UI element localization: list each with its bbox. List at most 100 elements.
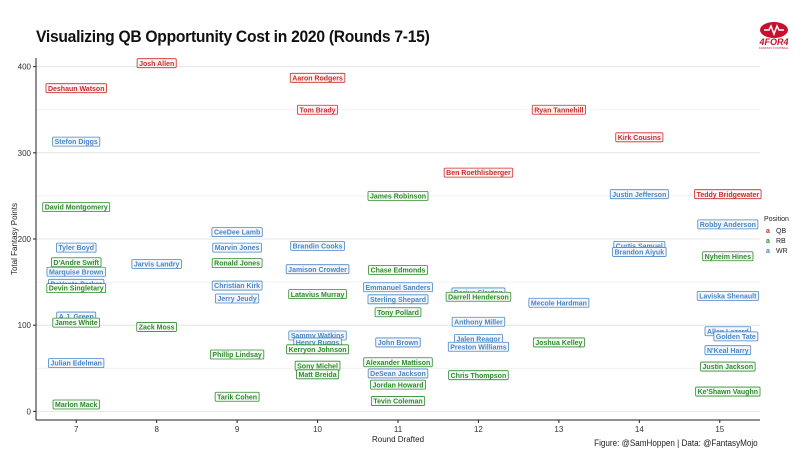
point-label-box	[297, 104, 338, 115]
data-label-rb: James White	[52, 317, 101, 328]
point-label-text: Anthony Miller	[454, 319, 503, 326]
x-tick-label: 14	[635, 425, 644, 434]
axes: 0 100 200 300 400 7 8 9 10 11 12 13 14 15 Round Drafte…	[10, 58, 760, 444]
point-label-box	[211, 258, 263, 269]
point-label-box	[695, 386, 761, 397]
data-label-rb: Matt Breida	[296, 369, 340, 380]
point-label-box	[52, 136, 101, 147]
data-label-wr: Marquise Brown	[46, 266, 106, 277]
point-label-text: D'Andre Swift	[53, 260, 99, 267]
point-label-box	[367, 191, 429, 201]
point-label-box	[46, 283, 107, 294]
point-label-text: Jerry Jeudy	[217, 296, 256, 303]
x-tick-label: 12	[474, 425, 483, 434]
point-label-text: Brandin Cooks	[293, 243, 343, 250]
legend-label: WR	[776, 247, 788, 255]
point-label-box	[612, 247, 667, 257]
legend-items: a QB a RB a WR	[764, 226, 789, 256]
data-label-rb: Joshua Kelley	[532, 337, 585, 348]
point-label-text: Kerryon Johnson	[289, 347, 347, 354]
data-label-rb: Kerryon Johnson	[286, 344, 349, 355]
y-axis-title: Total Fantasy Points	[10, 203, 19, 275]
point-label-box	[447, 341, 510, 352]
point-label-box	[288, 289, 347, 300]
point-label-text: Jordan Howard	[373, 382, 424, 389]
data-label-rb: Latavius Murray	[288, 289, 347, 300]
point-label-text: N'Keal Harry	[707, 348, 749, 355]
data-label-wr: Stefon Diggs	[52, 136, 101, 147]
legend-item-wr: a WR	[764, 246, 789, 256]
point-label-text: Joshua Kelley	[535, 340, 582, 347]
point-label-box	[697, 219, 759, 230]
x-tick-label: 11	[394, 425, 403, 434]
point-label-text: David Montgomery	[45, 205, 108, 212]
point-label-box	[445, 291, 512, 302]
point-label-box	[42, 202, 111, 213]
data-label-wr: CeeDee Lamb	[211, 227, 263, 238]
point-label-box	[286, 344, 349, 355]
point-label-box	[285, 264, 350, 275]
data-label-wr: Mecole Hardman	[528, 297, 590, 308]
point-label-text: Curtis Samuel	[616, 243, 663, 250]
point-label-box	[290, 240, 345, 251]
point-label-text: Brandon Aiyuk	[615, 250, 665, 257]
point-label-box	[700, 361, 756, 372]
x-tick-label: 8	[154, 425, 159, 434]
legend-key-icon: a	[766, 247, 770, 255]
point-label-box	[609, 189, 669, 200]
point-label-text: Darrell Henderson	[448, 294, 509, 301]
data-label-rb: D'Andre Swift	[51, 257, 102, 268]
point-label-text: Teddy Bridgewater	[697, 192, 760, 199]
point-label-box	[370, 379, 426, 390]
data-label-rb: Tevin Coleman	[370, 396, 426, 406]
point-label-box	[451, 316, 506, 327]
logo-text: 4FOR4	[759, 37, 789, 47]
point-label-text: Phillip Lindsay	[212, 352, 262, 359]
point-label-text: Christian Kirk	[214, 283, 260, 290]
point-label-text: Alexander Mattison	[366, 360, 431, 367]
legend-key-icon: a	[766, 237, 770, 245]
point-label-text: James White	[55, 320, 98, 327]
data-label-wr: Justin Jefferson	[609, 189, 669, 200]
point-label-text: Tarik Cohen	[217, 394, 257, 401]
point-label-text: Devin Singletary	[49, 286, 104, 293]
point-label-text: Jalen Reagor	[456, 337, 500, 344]
point-label-box	[528, 297, 590, 308]
data-label-wr: Marvin Jones	[212, 242, 262, 253]
point-label-box	[136, 58, 177, 69]
point-label-box	[443, 167, 514, 178]
data-label-qb: Josh Allen	[136, 58, 177, 69]
data-label-rb: Devin Singletary	[46, 283, 107, 294]
legend-label: RB	[776, 237, 786, 245]
point-label-text: Chris Thompson	[451, 373, 507, 380]
y-tick-label: 100	[18, 321, 32, 330]
point-label-box	[694, 189, 762, 200]
y-tick-label: 0	[27, 407, 32, 416]
data-label-rb: Zack Moss	[136, 322, 177, 332]
point-label-box	[51, 257, 102, 268]
data-label-rb: Ronald Jones	[211, 258, 263, 269]
point-label-box	[289, 72, 346, 83]
point-label-text: Sterling Shepard	[370, 297, 426, 304]
point-label-text: Ronald Jones	[214, 261, 260, 268]
x-tick-label: 13	[554, 425, 563, 434]
data-label-rb: Phillip Lindsay	[210, 349, 265, 360]
point-labels: Josh Allen Deshaun Watson Aaron Rodgers Tom…	[42, 58, 762, 410]
point-label-text: DeSean Jackson	[370, 371, 426, 378]
data-label-rb: Nyheim Hines	[702, 251, 754, 262]
point-label-box	[367, 294, 429, 305]
point-label-box	[696, 290, 759, 301]
data-label-wr: John Brown	[375, 337, 421, 348]
point-label-text: Zack Moss	[139, 325, 175, 332]
data-label-rb: Jordan Howard	[370, 379, 426, 390]
data-label-rb: Chase Edmonds	[368, 265, 428, 275]
football-logo-icon	[760, 22, 788, 38]
legend: Position a QB a RB a WR	[764, 216, 789, 256]
data-label-wr: Sterling Shepard	[367, 294, 429, 305]
data-label-wr: Laviska Shenault	[696, 290, 759, 301]
point-label-text: Preston Williams	[450, 344, 506, 351]
point-label-box	[374, 307, 422, 318]
data-label-wr: Jerry Jeudy	[215, 293, 260, 304]
point-label-text: Laviska Shenault	[699, 293, 757, 300]
